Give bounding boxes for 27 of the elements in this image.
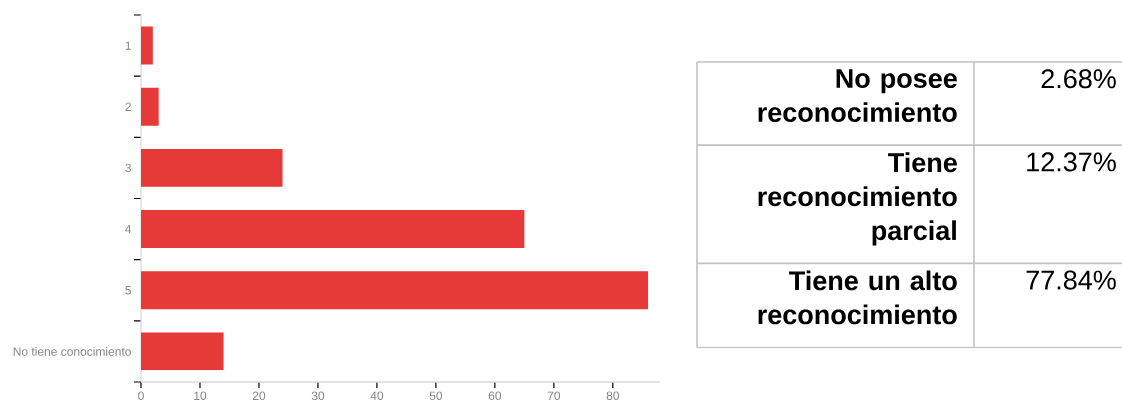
text: Tiene reconocimiento parcial (758, 152, 957, 246)
x-tick-label: 70 (547, 391, 561, 401)
x-tick-label: 30 (311, 391, 325, 401)
text: 12.37% (1027, 152, 1116, 172)
text: 2.68% (1041, 69, 1116, 89)
y-tick-label: 4 (125, 224, 132, 234)
y-tick-label: 2 (125, 102, 131, 111)
y-tick-label: No tiene conocimiento (13, 347, 131, 356)
text: 77.84% (1026, 270, 1116, 290)
bar (141, 332, 224, 371)
x-tick-label: 0 (138, 391, 144, 401)
x-tick-label: 60 (488, 391, 502, 401)
y-tick-label: 1 (125, 41, 131, 50)
bar (141, 271, 649, 310)
x-tick-label: 80 (606, 391, 620, 401)
text: No posee reconocimiento (758, 69, 957, 123)
bar (141, 26, 153, 65)
x-tick-label: 40 (370, 391, 384, 401)
x-tick-label: 20 (252, 391, 266, 401)
x-tick-label: 50 (429, 391, 443, 401)
y-tick-label: 3 (125, 163, 131, 173)
text: Tiene un alto reconocimiento (758, 270, 957, 325)
bar (141, 87, 159, 126)
bar (141, 148, 283, 187)
x-tick-label: 10 (194, 391, 207, 401)
bar (141, 210, 525, 249)
y-tick-label: 5 (125, 286, 131, 295)
